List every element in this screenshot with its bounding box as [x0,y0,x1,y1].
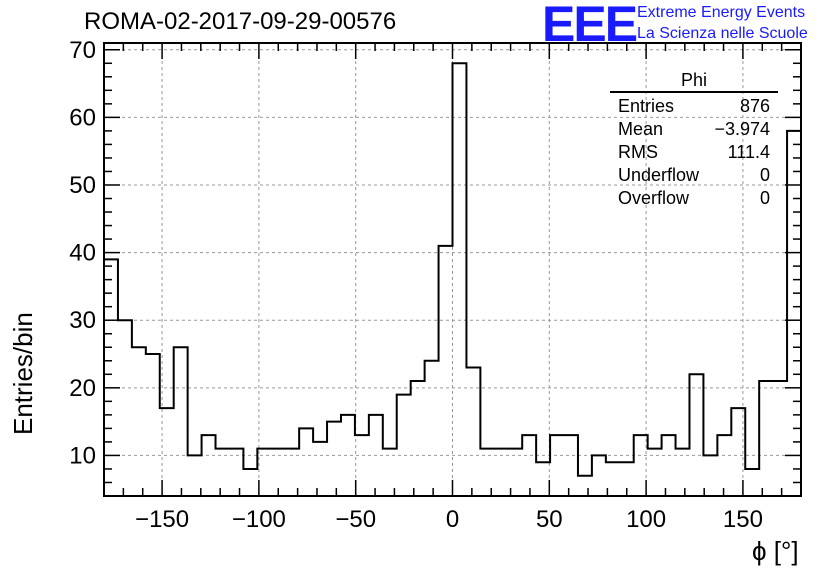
x-tick-label: −100 [232,506,286,533]
stats-value: 111.4 [727,142,770,162]
y-tick-label: 40 [69,240,96,267]
y-tick-label: 30 [69,307,96,334]
x-tick-labels: −150 −100 −50 0 50 100 150 [135,506,763,533]
y-tick-label: 20 [69,375,96,402]
histogram-outline [104,62,801,477]
x-axis-label: ϕ [°] [752,536,799,566]
stats-row-underflow: Underflow 0 [610,164,778,187]
stats-label: Overflow [618,188,690,208]
chart-title: ROMA-02-2017-09-29-00576 [84,8,397,35]
stats-label: Entries [618,96,675,116]
stats-row-entries: Entries 876 [610,95,778,118]
y-tick-label: 60 [69,104,96,131]
stats-title: Phi [610,70,778,93]
stats-value: 876 [739,96,770,116]
stats-value: 0 [759,165,770,185]
y-axis-label: Entries/bin [8,312,38,435]
logo-line-1: Extreme Energy Events [637,4,806,21]
x-tick-label: 150 [723,506,763,533]
stats-box: Phi Entries 876 Mean −3.974 RMS 111.4 Un… [610,70,778,210]
x-tick-label: 0 [446,506,459,533]
stats-label: Mean [618,119,664,139]
logo-line-2: La Scienza nelle Scuole [637,25,808,42]
stats-row-rms: RMS 111.4 [610,141,778,164]
stats-label: Underflow [618,165,700,185]
y-tick-label: 50 [69,172,96,199]
stats-row-overflow: Overflow 0 [610,187,778,210]
x-tick-label: −50 [335,506,376,533]
eee-logo: EEE [542,0,638,52]
plot-frame [103,42,802,497]
x-tick-label: −150 [135,506,189,533]
stats-row-mean: Mean −3.974 [610,118,778,141]
stats-value: 0 [759,188,770,208]
axis-ticks [103,43,802,496]
stats-value: −3.974 [714,119,770,139]
y-tick-labels: 10 20 30 40 50 60 70 [69,37,96,470]
x-tick-label: 50 [536,506,563,533]
y-tick-label: 10 [69,442,96,469]
stats-label: RMS [618,142,658,162]
x-tick-label: 100 [626,506,666,533]
y-tick-label: 70 [69,37,96,64]
